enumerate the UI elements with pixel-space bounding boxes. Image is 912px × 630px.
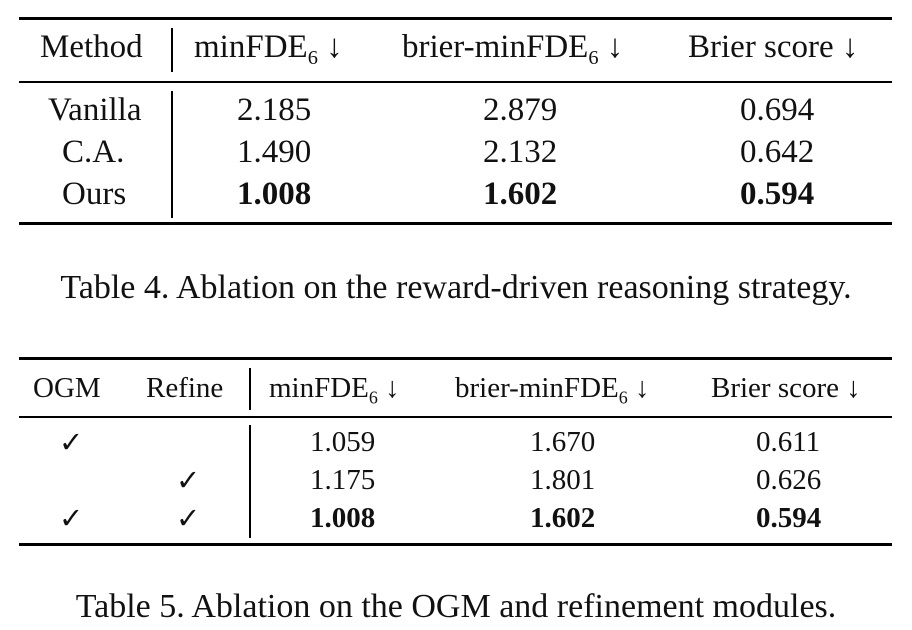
header-divider <box>171 28 173 72</box>
header-rule <box>19 81 892 83</box>
body-divider <box>171 91 173 218</box>
table-cell-method: C.A. <box>62 134 125 170</box>
table-cell-brier-minfde: 1.670 <box>530 426 596 458</box>
body-divider <box>249 425 251 538</box>
table-cell-brier-score-best: 0.594 <box>756 502 822 534</box>
table-cell-brier-minfde-best: 1.602 <box>483 176 558 212</box>
header-divider <box>249 368 251 410</box>
check-icon: ✓ <box>59 501 84 535</box>
table-bottom-rule <box>19 222 892 225</box>
table-cell-brier-score: 0.611 <box>756 426 821 458</box>
header-brier-minfde: brier-minFDE6 ↓ <box>402 29 624 70</box>
table-top-rule <box>19 17 892 20</box>
table-cell-method: Vanilla <box>48 92 142 128</box>
check-icon: ✓ <box>59 425 84 459</box>
header-method: Method <box>40 29 143 65</box>
table-cell-brier-score: 0.694 <box>740 92 815 128</box>
header-brier-minfde: brier-minFDE6 ↓ <box>455 372 650 408</box>
table-cell-brier-minfde: 2.879 <box>483 92 558 128</box>
table-5-caption: Table 5. Ablation on the OGM and refinem… <box>75 588 837 625</box>
table-cell-brier-score: 0.626 <box>756 464 822 496</box>
table-cell-brier-minfde: 2.132 <box>483 134 558 170</box>
table-cell-minfde: 1.059 <box>310 426 376 458</box>
table-cell-brier-minfde: 1.801 <box>530 464 596 496</box>
table-cell-minfde: 1.490 <box>237 134 312 170</box>
header-minfde: minFDE6 ↓ <box>269 372 400 408</box>
table-cell-minfde-best: 1.008 <box>310 502 376 534</box>
table-4-caption: Table 4. Ablation on the reward-driven r… <box>60 269 852 306</box>
check-icon: ✓ <box>176 463 201 497</box>
header-refine: Refine <box>146 372 224 404</box>
table-cell-minfde-best: 1.008 <box>237 176 312 212</box>
table-cell-brier-score: 0.642 <box>740 134 815 170</box>
table-top-rule <box>19 357 892 360</box>
table-cell-minfde: 1.175 <box>310 464 376 496</box>
header-ogm: OGM <box>33 372 101 404</box>
header-brier-score: Brier score ↓ <box>711 372 861 404</box>
table-cell-method: Ours <box>62 176 127 212</box>
table-bottom-rule <box>19 543 892 546</box>
table-cell-brier-score-best: 0.594 <box>740 176 815 212</box>
header-brier-score: Brier score ↓ <box>688 29 859 65</box>
header-rule <box>19 416 892 418</box>
header-minfde: minFDE6 ↓ <box>194 29 343 70</box>
check-icon: ✓ <box>176 501 201 535</box>
table-cell-brier-minfde-best: 1.602 <box>530 502 596 534</box>
table-cell-minfde: 2.185 <box>237 92 312 128</box>
